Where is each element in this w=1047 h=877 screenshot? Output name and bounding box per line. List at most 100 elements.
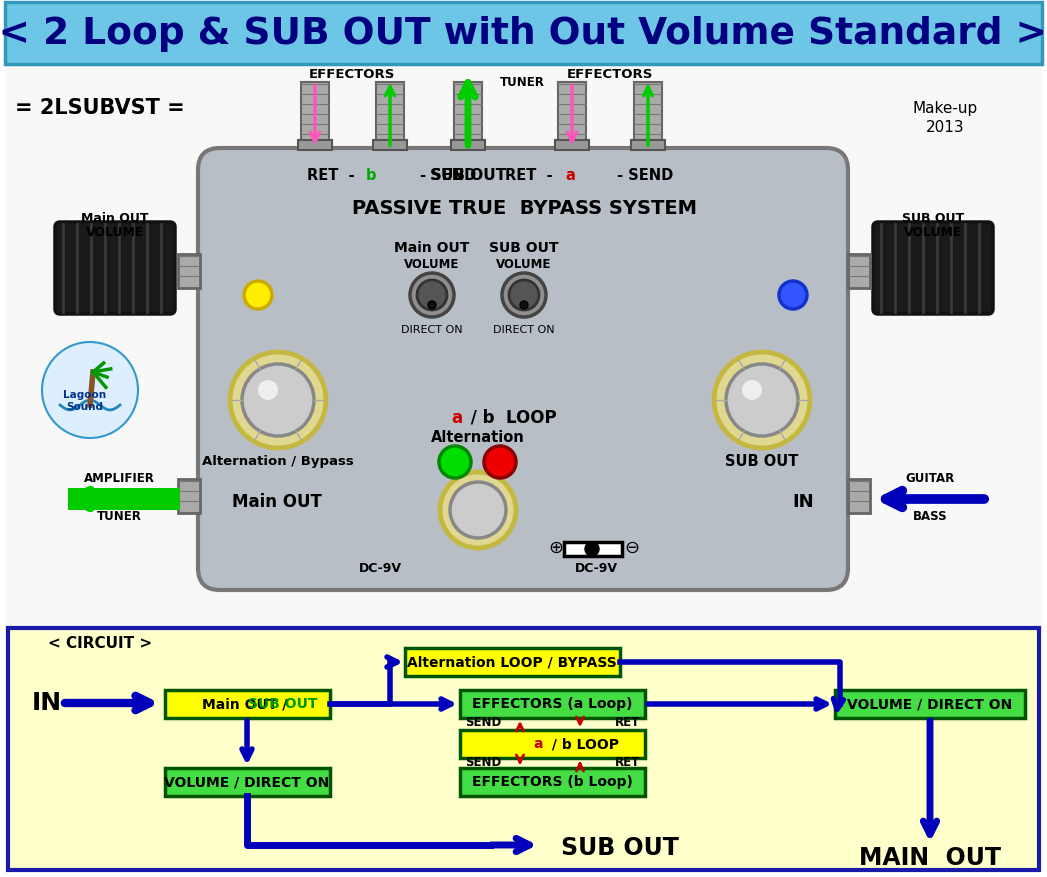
Text: a: a	[451, 409, 462, 427]
Text: VOLUME / DIRECT ON: VOLUME / DIRECT ON	[164, 775, 330, 789]
Bar	[460, 690, 645, 718]
Text: VOLUME: VOLUME	[86, 225, 144, 239]
Bar	[558, 82, 586, 142]
Text: Alternation: Alternation	[431, 431, 525, 446]
Circle shape	[742, 380, 762, 400]
Text: SUB OUT: SUB OUT	[561, 836, 678, 860]
Bar	[298, 140, 332, 150]
Bar	[451, 140, 485, 150]
Circle shape	[520, 301, 528, 309]
Bar	[405, 648, 620, 676]
Text: VOLUME: VOLUME	[404, 258, 460, 270]
Circle shape	[502, 273, 545, 317]
Circle shape	[439, 446, 471, 478]
Text: SUB OUT: SUB OUT	[489, 241, 559, 255]
Text: EFFECTORS (b Loop): EFFECTORS (b Loop)	[471, 775, 632, 789]
Circle shape	[230, 352, 326, 448]
Text: SEND: SEND	[465, 717, 502, 730]
Text: << 2 Loop & SUB OUT with Out Volume Standard >>: << 2 Loop & SUB OUT with Out Volume Stan…	[0, 16, 1047, 52]
Bar	[454, 82, 482, 142]
Text: IN: IN	[32, 691, 62, 715]
Text: EFFECTORS (a Loop): EFFECTORS (a Loop)	[472, 697, 632, 711]
Text: RET  -: RET -	[307, 168, 360, 182]
Bar	[460, 768, 645, 796]
Circle shape	[410, 273, 454, 317]
Text: a: a	[534, 737, 543, 751]
Text: 2013: 2013	[926, 120, 964, 136]
Text: ⊖: ⊖	[624, 539, 640, 557]
Bar	[68, 488, 180, 510]
Text: Main OUT /: Main OUT /	[202, 697, 292, 711]
Text: GUITAR: GUITAR	[906, 472, 955, 484]
Bar	[5, 2, 1042, 64]
Text: TUNER: TUNER	[500, 75, 544, 89]
Text: DIRECT ON: DIRECT ON	[493, 325, 555, 335]
Bar	[5, 64, 1042, 629]
Text: DC-9V: DC-9V	[575, 561, 618, 574]
Bar	[848, 479, 870, 513]
Text: = 2LSUBVST =: = 2LSUBVST =	[15, 98, 185, 118]
Circle shape	[509, 280, 539, 310]
Circle shape	[42, 342, 138, 438]
Circle shape	[258, 380, 279, 400]
FancyBboxPatch shape	[55, 222, 175, 314]
Text: Alternation / Bypass: Alternation / Bypass	[202, 455, 354, 468]
Text: EFFECTORS: EFFECTORS	[309, 68, 395, 82]
Text: IN: IN	[793, 493, 814, 511]
Text: MAIN  OUT: MAIN OUT	[859, 846, 1001, 870]
Bar	[631, 140, 665, 150]
Text: Main OUT: Main OUT	[395, 241, 470, 255]
Text: AMPLIFIER: AMPLIFIER	[84, 472, 155, 484]
Circle shape	[417, 280, 447, 310]
Circle shape	[779, 281, 807, 309]
Text: - SEND: - SEND	[612, 168, 673, 182]
Bar	[376, 82, 404, 142]
Text: BASS: BASS	[913, 510, 948, 524]
Bar	[300, 82, 329, 142]
Text: SUB OUT: SUB OUT	[430, 168, 506, 182]
Text: SUB OUT: SUB OUT	[248, 697, 318, 711]
Circle shape	[726, 364, 798, 436]
Bar	[165, 768, 330, 796]
Circle shape	[428, 301, 436, 309]
Text: b: b	[366, 168, 377, 182]
Circle shape	[450, 482, 506, 538]
Circle shape	[440, 472, 516, 548]
Text: SUB OUT: SUB OUT	[901, 211, 964, 225]
Text: Main OUT: Main OUT	[82, 211, 149, 225]
Circle shape	[242, 364, 314, 436]
Text: Make-up: Make-up	[912, 101, 978, 116]
Text: RET: RET	[615, 717, 640, 730]
Bar	[178, 479, 200, 513]
Text: - SEND: - SEND	[415, 168, 476, 182]
Text: TUNER: TUNER	[96, 510, 141, 524]
Bar	[165, 690, 330, 718]
Text: a: a	[565, 168, 575, 182]
Bar	[178, 254, 200, 288]
Bar	[564, 542, 622, 556]
Text: ⊕: ⊕	[549, 539, 563, 557]
Bar	[555, 140, 589, 150]
Text: Main OUT: Main OUT	[232, 493, 321, 511]
Text: SUB OUT: SUB OUT	[726, 454, 799, 469]
Circle shape	[484, 446, 516, 478]
Circle shape	[585, 542, 599, 556]
Text: SEND: SEND	[465, 755, 502, 768]
Bar	[634, 82, 662, 142]
Text: VOLUME: VOLUME	[904, 225, 962, 239]
Bar	[8, 628, 1039, 870]
Text: VOLUME: VOLUME	[496, 258, 552, 270]
Text: Alternation LOOP / BYPASS: Alternation LOOP / BYPASS	[407, 655, 617, 669]
Text: RET: RET	[615, 755, 640, 768]
Text: < CIRCUIT >: < CIRCUIT >	[48, 636, 152, 651]
Text: VOLUME / DIRECT ON: VOLUME / DIRECT ON	[847, 697, 1012, 711]
Text: Lagoon: Lagoon	[64, 390, 107, 400]
Text: RET  -: RET -	[506, 168, 558, 182]
Text: EFFECTORS: EFFECTORS	[566, 68, 653, 82]
Text: DIRECT ON: DIRECT ON	[401, 325, 463, 335]
FancyBboxPatch shape	[198, 148, 848, 590]
Bar	[460, 730, 645, 758]
Text: Sound: Sound	[67, 402, 104, 412]
Text: / b LOOP: / b LOOP	[547, 737, 619, 751]
Bar	[373, 140, 407, 150]
